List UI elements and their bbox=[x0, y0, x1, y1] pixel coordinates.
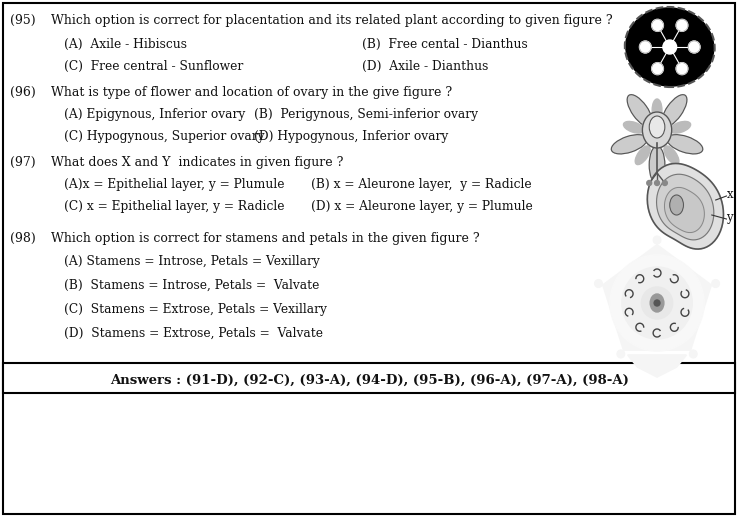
Ellipse shape bbox=[664, 146, 679, 164]
Text: (B)  Free cental - Dianthus: (B) Free cental - Dianthus bbox=[362, 38, 528, 51]
Polygon shape bbox=[664, 188, 704, 233]
Text: (D) Hypogynous, Inferior ovary: (D) Hypogynous, Inferior ovary bbox=[254, 130, 448, 143]
Ellipse shape bbox=[626, 8, 713, 86]
Circle shape bbox=[647, 180, 652, 186]
Text: x: x bbox=[726, 189, 733, 202]
Ellipse shape bbox=[670, 195, 683, 215]
Circle shape bbox=[653, 236, 661, 244]
Circle shape bbox=[712, 280, 720, 287]
Text: (D)  Stamens = Extrose, Petals =  Valvate: (D) Stamens = Extrose, Petals = Valvate bbox=[63, 327, 322, 340]
Polygon shape bbox=[627, 355, 686, 377]
Circle shape bbox=[689, 41, 700, 53]
Text: (B)  Stamens = Introse, Petals =  Valvate: (B) Stamens = Introse, Petals = Valvate bbox=[63, 279, 319, 292]
Text: (C) x = Epithelial layer, y = Radicle: (C) x = Epithelial layer, y = Radicle bbox=[63, 200, 284, 213]
Circle shape bbox=[652, 63, 664, 74]
Text: (97): (97) bbox=[10, 156, 35, 169]
Ellipse shape bbox=[612, 134, 647, 154]
Ellipse shape bbox=[649, 116, 665, 138]
Text: (C)  Stamens = Extrose, Petals = Vexillary: (C) Stamens = Extrose, Petals = Vexillar… bbox=[63, 303, 326, 316]
Polygon shape bbox=[647, 163, 723, 249]
Circle shape bbox=[676, 19, 688, 32]
Ellipse shape bbox=[643, 112, 672, 148]
Ellipse shape bbox=[649, 146, 665, 184]
Circle shape bbox=[654, 300, 660, 306]
Ellipse shape bbox=[661, 95, 687, 127]
Polygon shape bbox=[657, 174, 713, 240]
Text: What is type of flower and location of ovary in the give figure ?: What is type of flower and location of o… bbox=[51, 86, 452, 99]
Ellipse shape bbox=[670, 121, 691, 133]
Text: (98): (98) bbox=[10, 232, 35, 245]
Circle shape bbox=[663, 40, 676, 54]
Text: (C) Hypogynous, Superior ovary: (C) Hypogynous, Superior ovary bbox=[63, 130, 264, 143]
Circle shape bbox=[639, 41, 651, 53]
Circle shape bbox=[622, 267, 692, 339]
Text: Which option is correct for stamens and petals in the given figure ?: Which option is correct for stamens and … bbox=[51, 232, 479, 245]
Text: (95): (95) bbox=[10, 14, 35, 27]
Circle shape bbox=[655, 180, 659, 186]
Text: (96): (96) bbox=[10, 86, 35, 99]
Circle shape bbox=[594, 280, 602, 287]
Text: (A)  Axile - Hibiscus: (A) Axile - Hibiscus bbox=[63, 38, 186, 51]
Polygon shape bbox=[603, 245, 711, 350]
Ellipse shape bbox=[635, 146, 650, 164]
Ellipse shape bbox=[652, 99, 662, 121]
Ellipse shape bbox=[650, 294, 664, 312]
Text: (D)  Axile - Dianthus: (D) Axile - Dianthus bbox=[362, 60, 488, 73]
Text: (B) x = Aleurone layer,  y = Radicle: (B) x = Aleurone layer, y = Radicle bbox=[311, 178, 532, 191]
Circle shape bbox=[676, 63, 688, 74]
Circle shape bbox=[610, 255, 704, 351]
Text: (C)  Free central - Sunflower: (C) Free central - Sunflower bbox=[63, 60, 243, 73]
Ellipse shape bbox=[667, 134, 703, 154]
Text: (A) Stamens = Introse, Petals = Vexillary: (A) Stamens = Introse, Petals = Vexillar… bbox=[63, 255, 319, 268]
Text: Which option is correct for placentation and its related plant according to give: Which option is correct for placentation… bbox=[51, 14, 612, 27]
Text: (D) x = Aleurone layer, y = Plumule: (D) x = Aleurone layer, y = Plumule bbox=[311, 200, 533, 213]
Text: What does X and Y  indicates in given figure ?: What does X and Y indicates in given fig… bbox=[51, 156, 344, 169]
Circle shape bbox=[642, 287, 673, 319]
Text: Answers : (91-D), (92-C), (93-A), (94-D), (95-B), (96-A), (97-A), (98-A): Answers : (91-D), (92-C), (93-A), (94-D)… bbox=[110, 373, 629, 387]
Text: (A)x = Epithelial layer, y = Plumule: (A)x = Epithelial layer, y = Plumule bbox=[63, 178, 284, 191]
Bar bbox=[3, 363, 735, 393]
Circle shape bbox=[689, 350, 697, 358]
Text: (A) Epigynous, Inferior ovary: (A) Epigynous, Inferior ovary bbox=[63, 108, 245, 121]
Ellipse shape bbox=[627, 95, 652, 127]
Circle shape bbox=[662, 180, 667, 186]
Circle shape bbox=[617, 350, 624, 358]
Text: (B)  Perigynous, Semi-inferior ovary: (B) Perigynous, Semi-inferior ovary bbox=[254, 108, 478, 121]
Text: y: y bbox=[726, 211, 733, 224]
Circle shape bbox=[652, 19, 664, 32]
Ellipse shape bbox=[624, 121, 644, 133]
